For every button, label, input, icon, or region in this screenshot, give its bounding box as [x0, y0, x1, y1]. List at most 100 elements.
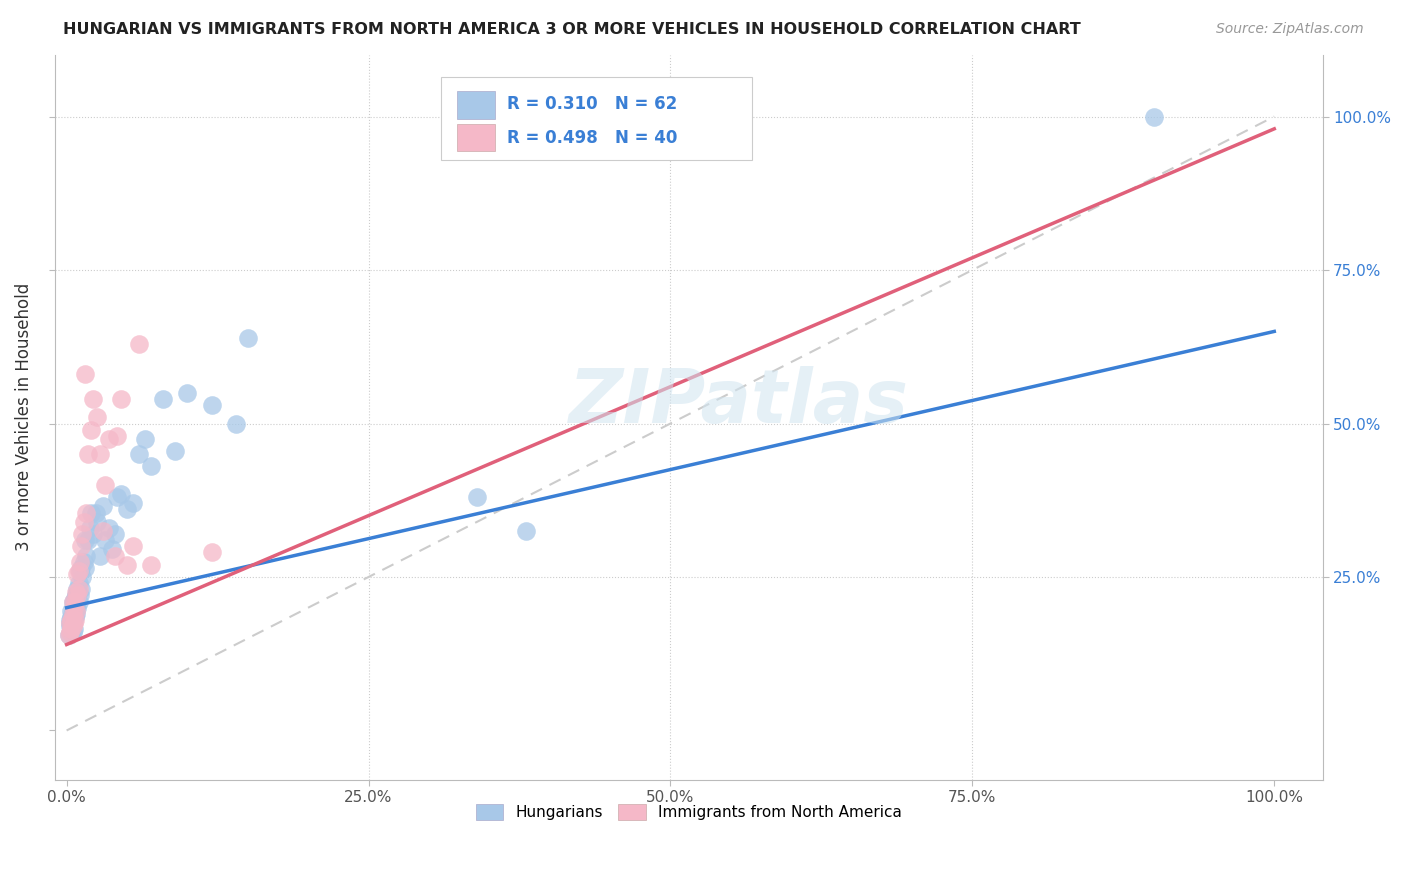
Point	[89, 549, 111, 563]
Point	[104, 549, 127, 563]
Point	[59, 615, 82, 630]
Point	[72, 570, 94, 584]
Point	[84, 506, 107, 520]
Point	[115, 558, 138, 572]
Point	[62, 607, 84, 621]
FancyBboxPatch shape	[457, 91, 495, 119]
Point	[73, 561, 96, 575]
Point	[97, 521, 120, 535]
Point	[75, 549, 97, 563]
Point	[200, 545, 222, 559]
Point	[62, 594, 84, 608]
Point	[73, 368, 96, 382]
Point	[77, 447, 100, 461]
Point	[63, 594, 86, 608]
Point	[139, 459, 162, 474]
Text: HUNGARIAN VS IMMIGRANTS FROM NORTH AMERICA 3 OR MORE VEHICLES IN HOUSEHOLD CORRE: HUNGARIAN VS IMMIGRANTS FROM NORTH AMERI…	[63, 22, 1081, 37]
Point	[73, 533, 96, 548]
Text: R = 0.498   N = 40: R = 0.498 N = 40	[508, 128, 678, 146]
Point	[62, 615, 84, 630]
Point	[63, 610, 86, 624]
Point	[70, 582, 93, 597]
Text: Source: ZipAtlas.com: Source: ZipAtlas.com	[1216, 22, 1364, 37]
Point	[59, 615, 82, 630]
Point	[77, 533, 100, 548]
Point	[139, 558, 162, 572]
Text: ZIPatlas: ZIPatlas	[569, 367, 910, 440]
Point	[60, 604, 83, 618]
Point	[1142, 110, 1164, 124]
Point	[58, 628, 80, 642]
Point	[63, 600, 86, 615]
Point	[101, 542, 124, 557]
Point	[80, 423, 103, 437]
Point	[62, 604, 84, 618]
Point	[110, 487, 132, 501]
Point	[105, 429, 128, 443]
Point	[63, 622, 86, 636]
Point	[97, 432, 120, 446]
Point	[59, 613, 82, 627]
Point	[65, 598, 87, 612]
Point	[94, 533, 117, 548]
Point	[236, 330, 259, 344]
Point	[79, 521, 101, 535]
Point	[128, 447, 150, 461]
Point	[110, 392, 132, 406]
Point	[66, 600, 89, 615]
Point	[104, 527, 127, 541]
FancyBboxPatch shape	[441, 77, 752, 161]
Point	[72, 515, 94, 529]
Point	[62, 594, 84, 608]
Point	[86, 410, 108, 425]
Point	[63, 594, 86, 608]
Point	[82, 527, 104, 541]
Point	[65, 585, 87, 599]
Point	[225, 417, 247, 431]
Point	[62, 619, 84, 633]
Point	[200, 398, 222, 412]
Point	[60, 622, 83, 636]
Point	[515, 524, 537, 538]
Point	[65, 607, 87, 621]
Point	[60, 619, 83, 633]
Text: R = 0.310   N = 62: R = 0.310 N = 62	[508, 95, 678, 112]
Point	[67, 576, 90, 591]
Point	[65, 589, 87, 603]
Point	[69, 555, 91, 569]
Point	[67, 582, 90, 597]
Point	[67, 594, 90, 608]
Y-axis label: 3 or more Vehicles in Household: 3 or more Vehicles in Household	[15, 284, 32, 551]
Point	[75, 506, 97, 520]
Point	[70, 561, 93, 575]
Point	[65, 604, 87, 618]
Point	[122, 539, 145, 553]
Point	[82, 392, 104, 406]
Point	[70, 539, 93, 553]
Point	[91, 524, 114, 538]
Point	[67, 564, 90, 578]
Point	[66, 582, 89, 597]
Point	[66, 566, 89, 581]
Point	[69, 564, 91, 578]
Point	[72, 527, 94, 541]
Point	[63, 600, 86, 615]
Point	[69, 589, 91, 603]
Point	[60, 613, 83, 627]
Legend: Hungarians, Immigrants from North America: Hungarians, Immigrants from North Americ…	[470, 798, 908, 826]
Point	[80, 506, 103, 520]
Point	[59, 625, 82, 640]
Point	[176, 385, 198, 400]
Point	[66, 589, 89, 603]
Point	[62, 625, 84, 640]
Point	[60, 610, 83, 624]
Point	[63, 591, 86, 606]
Point	[59, 619, 82, 633]
Point	[128, 336, 150, 351]
Point	[63, 610, 86, 624]
Point	[91, 500, 114, 514]
Point	[134, 432, 156, 446]
Point	[465, 490, 488, 504]
Point	[115, 502, 138, 516]
Point	[86, 515, 108, 529]
